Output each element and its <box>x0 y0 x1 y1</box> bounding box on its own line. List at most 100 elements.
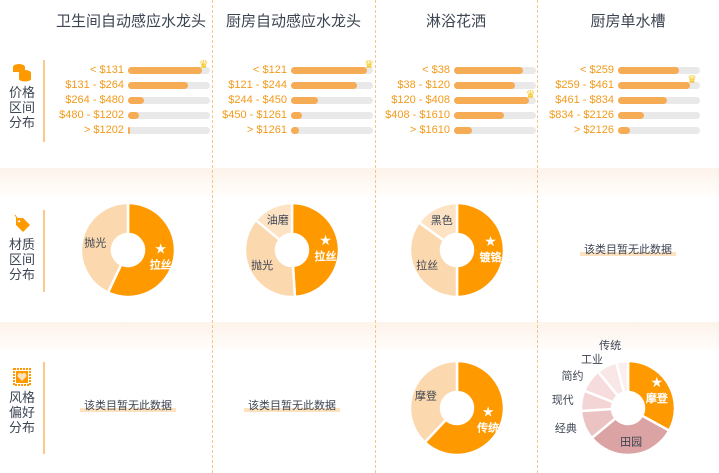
price-bar-fill <box>291 97 319 104</box>
tag-icon <box>14 214 30 232</box>
column-divider <box>375 0 376 473</box>
slice-label: 油磨 <box>267 213 289 227</box>
price-range-label: $450 - $1261 <box>222 109 287 121</box>
slice-label: 经典 <box>555 421 577 435</box>
star-icon: ★ <box>484 234 497 250</box>
column-divider <box>537 0 538 473</box>
coins-icon <box>13 64 31 82</box>
donut-slice <box>408 220 459 299</box>
price-bar-fill <box>454 97 529 104</box>
section-bracket <box>43 362 45 454</box>
price-bar-track: ♛ <box>291 59 374 74</box>
price-bar-fill <box>128 112 139 119</box>
slice-label: 田园 <box>620 435 642 448</box>
price-range-label: < $38 <box>422 64 450 76</box>
donut-chart: ★传统 摩登 <box>408 359 506 457</box>
donut-slice <box>408 359 459 445</box>
crown-icon: ♛ <box>198 58 209 71</box>
price-range-row: > $1610 <box>378 124 536 138</box>
price-range-label: $244 - $450 <box>228 94 287 106</box>
column-divider <box>212 0 213 473</box>
donut-slice <box>423 359 506 457</box>
star-icon: ★ <box>154 241 167 257</box>
price-range-row: < $38 <box>378 64 536 78</box>
price-bar-track <box>618 112 700 119</box>
slice-label: 拉丝 <box>150 257 172 271</box>
price-range-row: $38 - $120 <box>378 79 536 93</box>
price-range-row: $834 - $2126 <box>542 109 700 123</box>
column-header: 淋浴花洒 <box>425 12 486 30</box>
price-range-row: $259 - $461 ♛ <box>542 74 700 93</box>
price-bar-fill <box>454 82 515 89</box>
price-bar-fill <box>128 82 188 89</box>
price-bar-track: ♛ <box>618 74 700 89</box>
price-bar-track: ♛ <box>454 89 536 104</box>
price-bar-fill <box>618 82 691 89</box>
donut-slice <box>455 201 506 299</box>
price-range-label: $461 - $834 <box>555 94 614 106</box>
price-range-label: $38 - $120 <box>397 79 450 91</box>
price-bar-track <box>291 112 373 119</box>
section-title: 风格偏好分布 <box>9 391 36 436</box>
price-range-label: $120 - $408 <box>391 94 450 106</box>
price-bar-track <box>128 112 210 119</box>
slice-label: 工业 <box>581 353 603 366</box>
price-bar-track <box>454 67 536 74</box>
price-bar-fill <box>454 67 523 74</box>
price-bar-track <box>618 97 700 104</box>
donut-slice <box>614 359 630 395</box>
price-bar-fill <box>618 127 631 134</box>
price-range-label: < $259 <box>580 64 614 76</box>
column-header: 厨房自动感应水龙头 <box>225 12 361 30</box>
price-bar-fill <box>454 112 505 119</box>
section-label-material: 材质区间分布 <box>0 214 44 283</box>
price-bar-track <box>618 127 700 134</box>
no-data-message: 该类目暂无此数据 <box>217 397 367 413</box>
price-bar-track <box>291 97 373 104</box>
price-range-row: < $259 <box>542 64 700 78</box>
price-range-label: $121 - $244 <box>228 79 287 91</box>
price-bar-fill <box>291 82 357 89</box>
price-bar-track <box>618 67 700 74</box>
slice-label: 传统 <box>476 420 499 434</box>
price-bar-fill <box>128 127 131 134</box>
price-bar-fill <box>128 97 145 104</box>
price-bar-track <box>454 127 536 134</box>
price-bar-fill <box>454 127 473 134</box>
no-data-message: 该类目暂无此数据 <box>53 397 203 413</box>
section-bracket <box>43 210 45 292</box>
price-range-row: $244 - $450 <box>215 94 373 108</box>
section-label-style: 风格偏好分布 <box>0 367 44 436</box>
slice-label: 拉丝 <box>314 249 336 263</box>
price-bar-track <box>128 82 210 89</box>
donut-slice <box>79 201 130 295</box>
price-range-label: $259 - $461 <box>555 79 614 91</box>
price-range-label: < $131 <box>90 64 124 76</box>
price-range-label: > $2126 <box>573 124 614 136</box>
price-range-row: > $1202 <box>52 124 210 138</box>
price-range-row: $131 - $264 <box>52 79 210 93</box>
price-bar-fill <box>128 67 202 74</box>
price-range-row: $461 - $834 <box>542 94 700 108</box>
section-label-price: 价格区间分布 <box>0 62 44 131</box>
price-range-row: > $1261 <box>215 124 373 138</box>
slice-label: 拉丝 <box>416 258 438 272</box>
price-range-row: $264 - $480 <box>52 94 210 108</box>
heart-stamp-icon <box>13 368 31 386</box>
star-icon: ★ <box>651 375 664 391</box>
crown-icon: ♛ <box>687 73 698 86</box>
no-data-text: 该类目暂无此数据 <box>580 243 676 256</box>
section-bracket <box>43 60 45 142</box>
slice-label: 抛光 <box>251 258 273 272</box>
price-range-label: $834 - $2126 <box>549 109 614 121</box>
star-icon: ★ <box>482 404 495 420</box>
price-bar-fill <box>291 127 300 134</box>
price-range-label: $131 - $264 <box>65 79 124 91</box>
no-data-message: 该类目暂无此数据 <box>553 241 703 257</box>
section-title: 价格区间分布 <box>9 86 36 131</box>
section-separator <box>0 322 719 350</box>
price-range-label: > $1610 <box>409 124 450 136</box>
price-range-row: > $2126 <box>542 124 700 138</box>
